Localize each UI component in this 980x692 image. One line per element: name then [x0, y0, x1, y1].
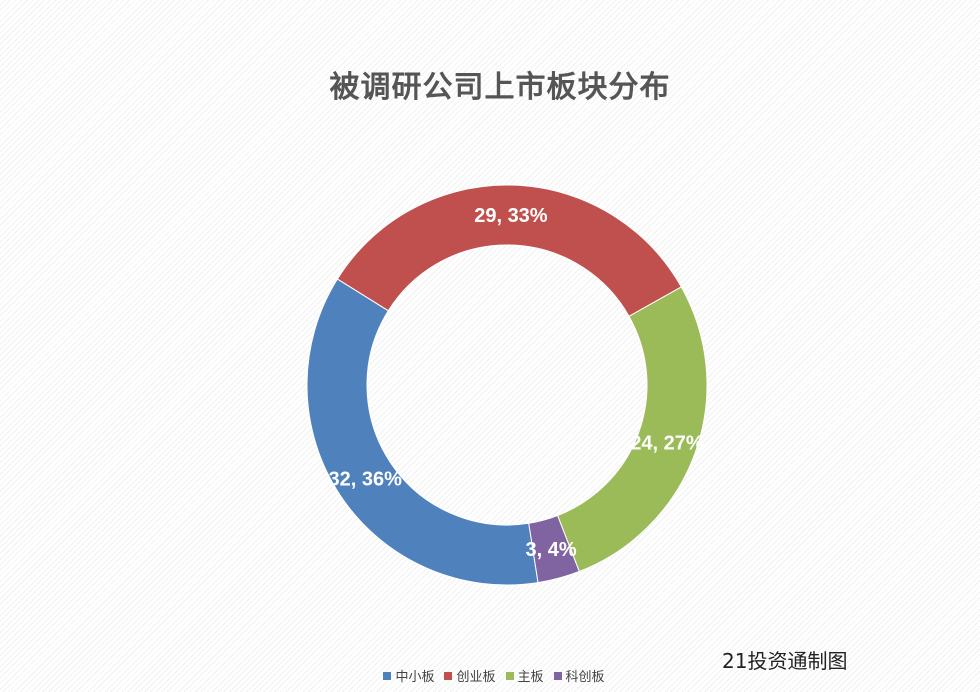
legend-swatch	[505, 671, 514, 680]
donut-slice-1	[556, 286, 708, 573]
legend-label: 创业板	[456, 670, 496, 685]
legend-label: 科创板	[565, 670, 605, 685]
legend-swatch	[444, 671, 453, 680]
legend-item-3: 科创板	[553, 666, 605, 685]
legend-item-2: 主板	[505, 666, 544, 685]
slice-data-label-1: 24, 27%	[630, 432, 704, 454]
source-note: 21投资通制图	[722, 649, 848, 673]
chart-title: 被调研公司上市板块分布	[329, 70, 671, 105]
chart-legend: 中小板 创业板 主板 科创板	[0, 666, 980, 685]
legend-item-1: 创业板	[444, 666, 496, 685]
slice-data-label-3: 32, 36%	[328, 469, 402, 491]
donut-slice-3	[306, 278, 539, 586]
slice-data-label-2: 3, 4%	[526, 539, 577, 561]
legend-swatch	[553, 671, 562, 680]
slice-data-label-0: 29, 33%	[474, 205, 548, 227]
legend-item-0: 中小板	[383, 666, 434, 685]
legend-label: 主板	[517, 670, 544, 685]
donut-slice-0	[336, 184, 682, 318]
legend-swatch	[383, 671, 392, 680]
legend-label: 中小板	[395, 670, 435, 685]
